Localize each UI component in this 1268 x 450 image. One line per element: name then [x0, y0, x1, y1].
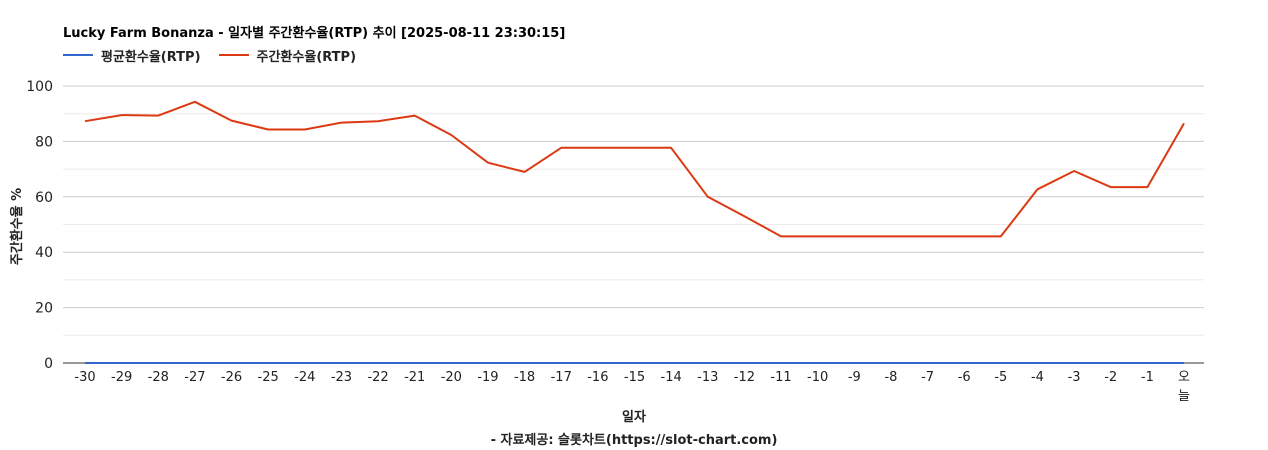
x-tick-label: -9: [848, 370, 861, 385]
x-tick-label: -15: [624, 370, 645, 385]
x-tick-label: -26: [221, 370, 242, 385]
x-tick-label: -21: [404, 370, 425, 385]
x-tick-label: -11: [770, 370, 791, 385]
x-tick-label: -13: [697, 370, 718, 385]
x-tick-label: 오: [1178, 370, 1190, 385]
x-tick-label: -4: [1031, 370, 1044, 385]
x-tick-label: -8: [884, 370, 897, 385]
x-tick-label: -29: [111, 370, 132, 385]
x-tick-label: -27: [184, 370, 205, 385]
x-tick-label: -19: [477, 370, 498, 385]
x-tick-label: 늘: [1178, 389, 1190, 404]
chart-title: Lucky Farm Bonanza - 일자별 주간환수율(RTP) 추이 […: [63, 26, 566, 41]
y-tick-label: 80: [35, 134, 53, 150]
legend-swatch-average: [63, 54, 93, 56]
y-tick-label: 60: [35, 190, 53, 206]
x-tick-label: -14: [661, 370, 682, 385]
x-tick-label: -7: [921, 370, 934, 385]
x-tick-label: -2: [1104, 370, 1117, 385]
legend-label-weekly: 주간환수율(RTP): [256, 49, 357, 65]
x-tick-label: -16: [587, 370, 608, 385]
x-tick-label: -20: [441, 370, 462, 385]
x-tick-label: -28: [148, 370, 169, 385]
y-tick-label: 100: [26, 79, 53, 95]
legend: 평균환수율(RTP) 주간환수율(RTP): [63, 46, 374, 65]
y-tick-label: 0: [44, 356, 53, 372]
y-tick-label: 20: [35, 301, 53, 317]
legend-swatch-weekly: [218, 54, 249, 56]
x-tick-label: -6: [958, 370, 971, 385]
x-tick-label: -30: [74, 370, 95, 385]
legend-item-average[interactable]: 평균환수율(RTP): [63, 46, 201, 65]
x-axis-title: 일자: [622, 410, 646, 425]
y-tick-label: 40: [35, 245, 53, 261]
legend-label-average: 평균환수율(RTP): [101, 49, 201, 65]
x-tick-label: -24: [294, 370, 315, 385]
x-tick-label: -3: [1068, 370, 1081, 385]
legend-item-weekly[interactable]: 주간환수율(RTP): [218, 46, 357, 65]
x-tick-label: -5: [994, 370, 1007, 385]
x-tick-label: -18: [514, 370, 535, 385]
x-tick-label: -17: [551, 370, 572, 385]
source-credit: - 자료제공: 슬롯차트(https://slot-chart.com): [490, 433, 778, 448]
x-tick-label: -10: [807, 370, 828, 385]
x-tick-label: -12: [734, 370, 755, 385]
x-tick-label: -22: [367, 370, 388, 385]
x-tick-label: -25: [258, 370, 279, 385]
x-tick-label: -1: [1141, 370, 1154, 385]
series-line-weekly: [84, 100, 1185, 238]
y-axis-title: 주간환수율 %: [9, 188, 25, 265]
x-tick-label: -23: [331, 370, 352, 385]
